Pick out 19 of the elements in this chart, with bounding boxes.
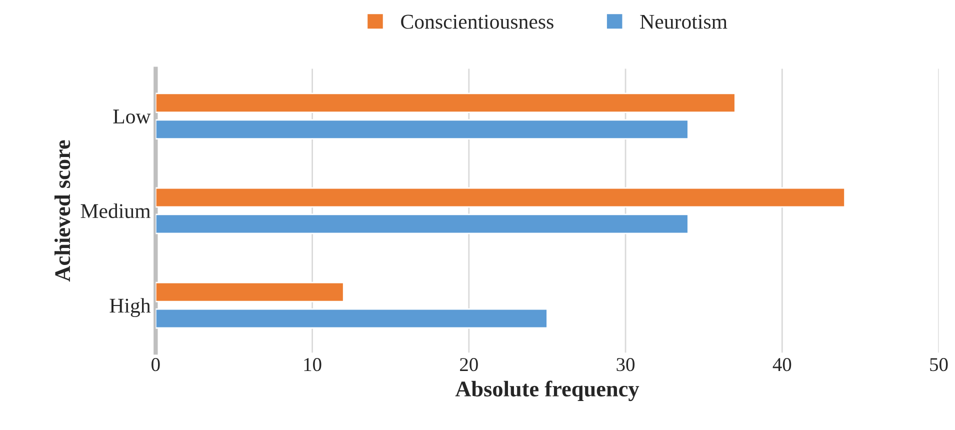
x-tick-label: 0 [152, 358, 160, 372]
legend-label: Neurotism [640, 14, 728, 29]
bar [156, 308, 548, 329]
y-axis-title: Achieved score [54, 140, 70, 282]
x-tick-label: 20 [460, 358, 478, 372]
bar [156, 214, 689, 234]
y-tick-label: Low [113, 110, 151, 124]
x-tick-label: 40 [772, 358, 792, 372]
legend-label: Conscientiousness [401, 14, 554, 29]
x-tick-label: 10 [304, 358, 322, 372]
y-tick-label: High [110, 298, 151, 318]
bar [156, 119, 689, 140]
x-tick-label: 50 [930, 358, 948, 372]
x-tick-label: 30 [616, 358, 635, 372]
bar [156, 282, 344, 302]
bar [156, 187, 846, 208]
x-axis-title: Absolute frequency [455, 380, 640, 402]
bar [156, 92, 736, 114]
y-tick-label: Medium [80, 203, 150, 218]
